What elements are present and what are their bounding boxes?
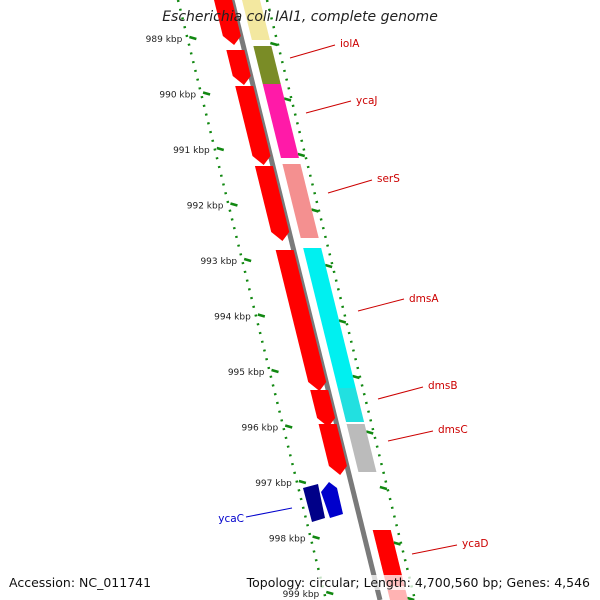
ruler-tick [312, 535, 320, 540]
ruler-tick-label: 999 kbp [283, 590, 320, 600]
dmsB-cds-arrow [310, 390, 336, 427]
ycaJ-gene-label: ycaJ [356, 95, 378, 107]
ruler-inner [176, 0, 328, 600]
ruler-outer [265, 0, 417, 600]
ruler-tick-outer [324, 263, 333, 269]
ruler-tick [230, 202, 238, 207]
dmsC-feature-band [346, 424, 377, 472]
ycaC-leader-line [245, 507, 293, 518]
ruler-tick-label: 998 kbp [269, 535, 306, 545]
dmsC-gene-label: dmsC [438, 424, 468, 436]
ruler-tick [189, 35, 197, 41]
ycaC-reverse-feature [303, 484, 325, 522]
topology-summary: Topology: circular; Length: 4,700,560 bp… [246, 575, 590, 590]
ruler-tick-outer [270, 41, 278, 47]
ycaJ-leader-line [305, 100, 352, 114]
ruler-tick [284, 424, 293, 429]
dmsA-cds-arrow [275, 250, 327, 391]
ruler-tick-label: 994 kbp [214, 313, 251, 323]
kbp-ruler: 989 kbp 990 kbp 991 kbp 992 kbp 993 kbp 994 k… [146, 0, 417, 600]
cds-arrow [226, 50, 251, 85]
gene-labels: iolA ycaJ serS dmsA dmsB dmsC ycaC ycaD [218, 38, 489, 555]
ruler-tick-label: 991 kbp [173, 146, 210, 156]
ruler-tick-label: 996 kbp [242, 424, 279, 434]
serS-leader-line [327, 179, 373, 194]
ruler-tick [243, 257, 252, 263]
dmsB-gene-label: dmsB [428, 380, 458, 392]
ruler-tick [325, 590, 334, 596]
ruler-tick [298, 479, 307, 485]
dmsC-leader-line [387, 430, 434, 442]
ruler-tick-label: 997 kbp [255, 479, 292, 489]
iolA-leader-line [289, 44, 336, 59]
iolA-gene-label: iolA [340, 38, 360, 50]
ruler-tick-outer [311, 208, 319, 213]
ruler-tick-label: 995 kbp [228, 368, 265, 378]
serS-cds-arrow [254, 166, 290, 241]
ruler-tick-outer [338, 319, 347, 324]
ycaJ-feature-band-lower [253, 46, 281, 84]
ruler-tick-outer [297, 152, 306, 158]
accession-label: Accession: NC_011741 [9, 575, 152, 590]
dmsA-feature-band [303, 248, 356, 388]
ycaD-leader-line [411, 544, 458, 555]
ruler-tick-outer [379, 485, 388, 491]
dmsB-feature-band [337, 388, 365, 422]
ruler-tick-outer [352, 374, 360, 380]
ruler-tick [257, 313, 266, 318]
serS-gene-label: serS [377, 173, 400, 185]
ruler-tick-label: 992 kbp [187, 202, 224, 212]
ruler-tick-outer [283, 97, 292, 102]
ruler-tick [216, 146, 225, 152]
ruler-tick-outer [393, 541, 401, 546]
ycaJ-cds-arrow [235, 86, 271, 165]
dmsB-leader-line [377, 386, 424, 400]
dmsA-leader-line [357, 298, 405, 312]
ycaC-reverse-cds-arrow [321, 482, 343, 518]
ruler-tick-label: 989 kbp [146, 35, 183, 45]
serS-feature-band [282, 164, 319, 238]
dmsC-cds-arrow [318, 424, 347, 475]
ruler-tick [271, 368, 279, 374]
feature-track [214, 0, 408, 600]
dmsA-gene-label: dmsA [409, 293, 439, 305]
iolA-feature-band [242, 0, 270, 40]
ycaJ-feature-band [262, 84, 299, 158]
ruler-tick-outer [365, 430, 374, 435]
iolA-cds-arrow [214, 0, 241, 45]
ycaD-cds [372, 530, 405, 586]
ycaD-gene-label: ycaD [462, 538, 489, 550]
ruler-tick-label: 993 kbp [200, 257, 237, 267]
ruler-tick-label: 990 kbp [159, 91, 196, 101]
ycaC-gene-label: ycaC [218, 513, 244, 525]
map-title: Escherichia coli IAI1, complete genome [162, 9, 438, 25]
ruler-tick [202, 91, 211, 96]
